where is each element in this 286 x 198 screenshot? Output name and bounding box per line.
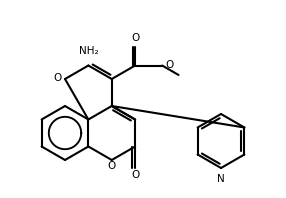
Text: N: N — [217, 174, 225, 184]
Text: O: O — [108, 161, 116, 171]
Text: O: O — [131, 170, 139, 180]
Text: O: O — [165, 61, 173, 70]
Text: O: O — [54, 73, 62, 83]
Text: O: O — [131, 33, 139, 43]
Text: NH₂: NH₂ — [79, 46, 98, 55]
